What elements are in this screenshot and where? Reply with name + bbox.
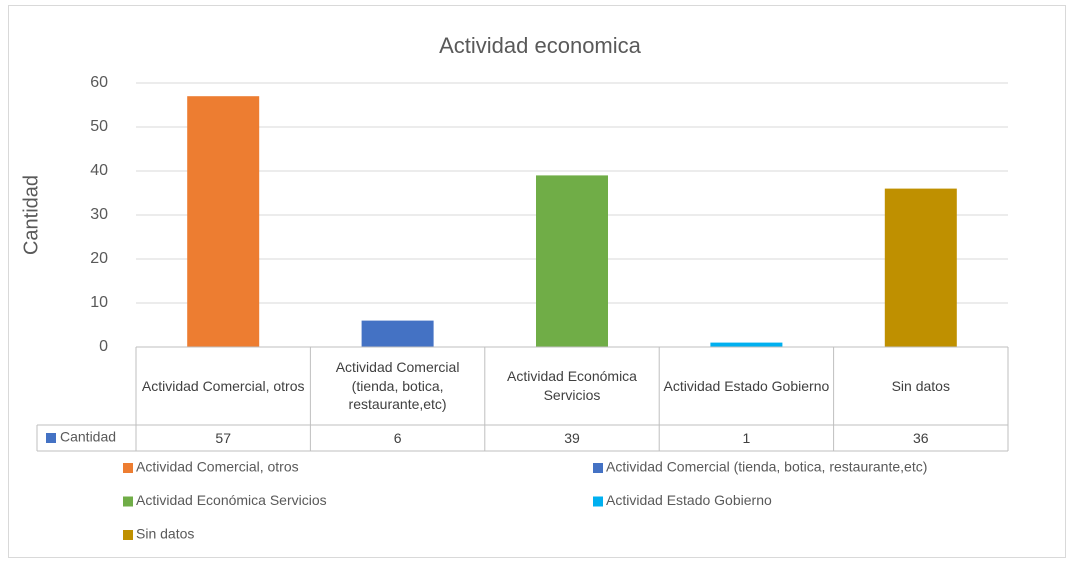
data-table-value: 1 <box>742 429 751 446</box>
legend-key <box>593 496 603 507</box>
data-table-value-box: 1 <box>742 429 751 446</box>
data-table-value-box: 36 <box>913 429 929 446</box>
bar <box>884 188 957 347</box>
x-tick-label: Actividad Comercial (tienda, botica, res… <box>335 358 460 413</box>
x-tick-label-box: Actividad Económica Servicios <box>507 368 637 403</box>
chart-title: Actividad economica <box>439 33 642 58</box>
legend-label: Sin datos <box>136 526 194 542</box>
bar <box>536 175 608 347</box>
y-tick-label: 40 <box>90 162 108 179</box>
data-table-value: 57 <box>215 429 231 446</box>
y-tick-label: 10 <box>90 294 108 311</box>
y-tick-label: 60 <box>90 74 108 91</box>
legend-key <box>123 530 133 540</box>
legend-key <box>46 433 56 443</box>
legend-key <box>123 463 133 473</box>
data-table-value: 39 <box>564 429 580 446</box>
legend-key <box>123 496 133 507</box>
legend-label: Actividad Económica Servicios <box>136 492 327 508</box>
x-tick-label: Sin datos <box>891 377 950 394</box>
legend-label: Actividad Comercial (tienda, botica, res… <box>606 459 927 475</box>
legend-label: Actividad Estado Gobierno <box>606 492 772 508</box>
x-tick-label-box: Actividad Comercial, otros <box>141 377 305 394</box>
data-table-value-box: 39 <box>564 429 580 446</box>
x-tick-label: Actividad Estado Gobierno <box>663 377 830 394</box>
y-tick-label: 0 <box>99 338 108 355</box>
data-table-value-box: 6 <box>393 429 402 446</box>
data-table-value-box: 57 <box>215 429 231 446</box>
legend-key <box>593 463 603 473</box>
data-table-value: 36 <box>913 429 929 446</box>
bar <box>710 342 783 347</box>
data-table-series-name: Cantidad <box>60 429 116 445</box>
x-tick-label-box: Actividad Estado Gobierno <box>663 377 830 394</box>
y-tick-label: 20 <box>90 250 108 267</box>
y-tick-label: 50 <box>90 118 108 135</box>
y-tick-label: 30 <box>90 206 108 223</box>
x-tick-label-box: Sin datos <box>891 377 950 394</box>
data-table-value: 6 <box>393 429 402 446</box>
bar <box>187 96 260 347</box>
bar <box>361 320 434 347</box>
y-axis-label: Cantidad <box>20 175 42 255</box>
legend-label: Actividad Comercial, otros <box>136 459 299 475</box>
x-tick-label: Actividad Comercial, otros <box>141 377 305 394</box>
x-tick-label: Actividad Económica Servicios <box>507 368 637 403</box>
x-tick-label-box: Actividad Comercial (tienda, botica, res… <box>335 358 460 413</box>
